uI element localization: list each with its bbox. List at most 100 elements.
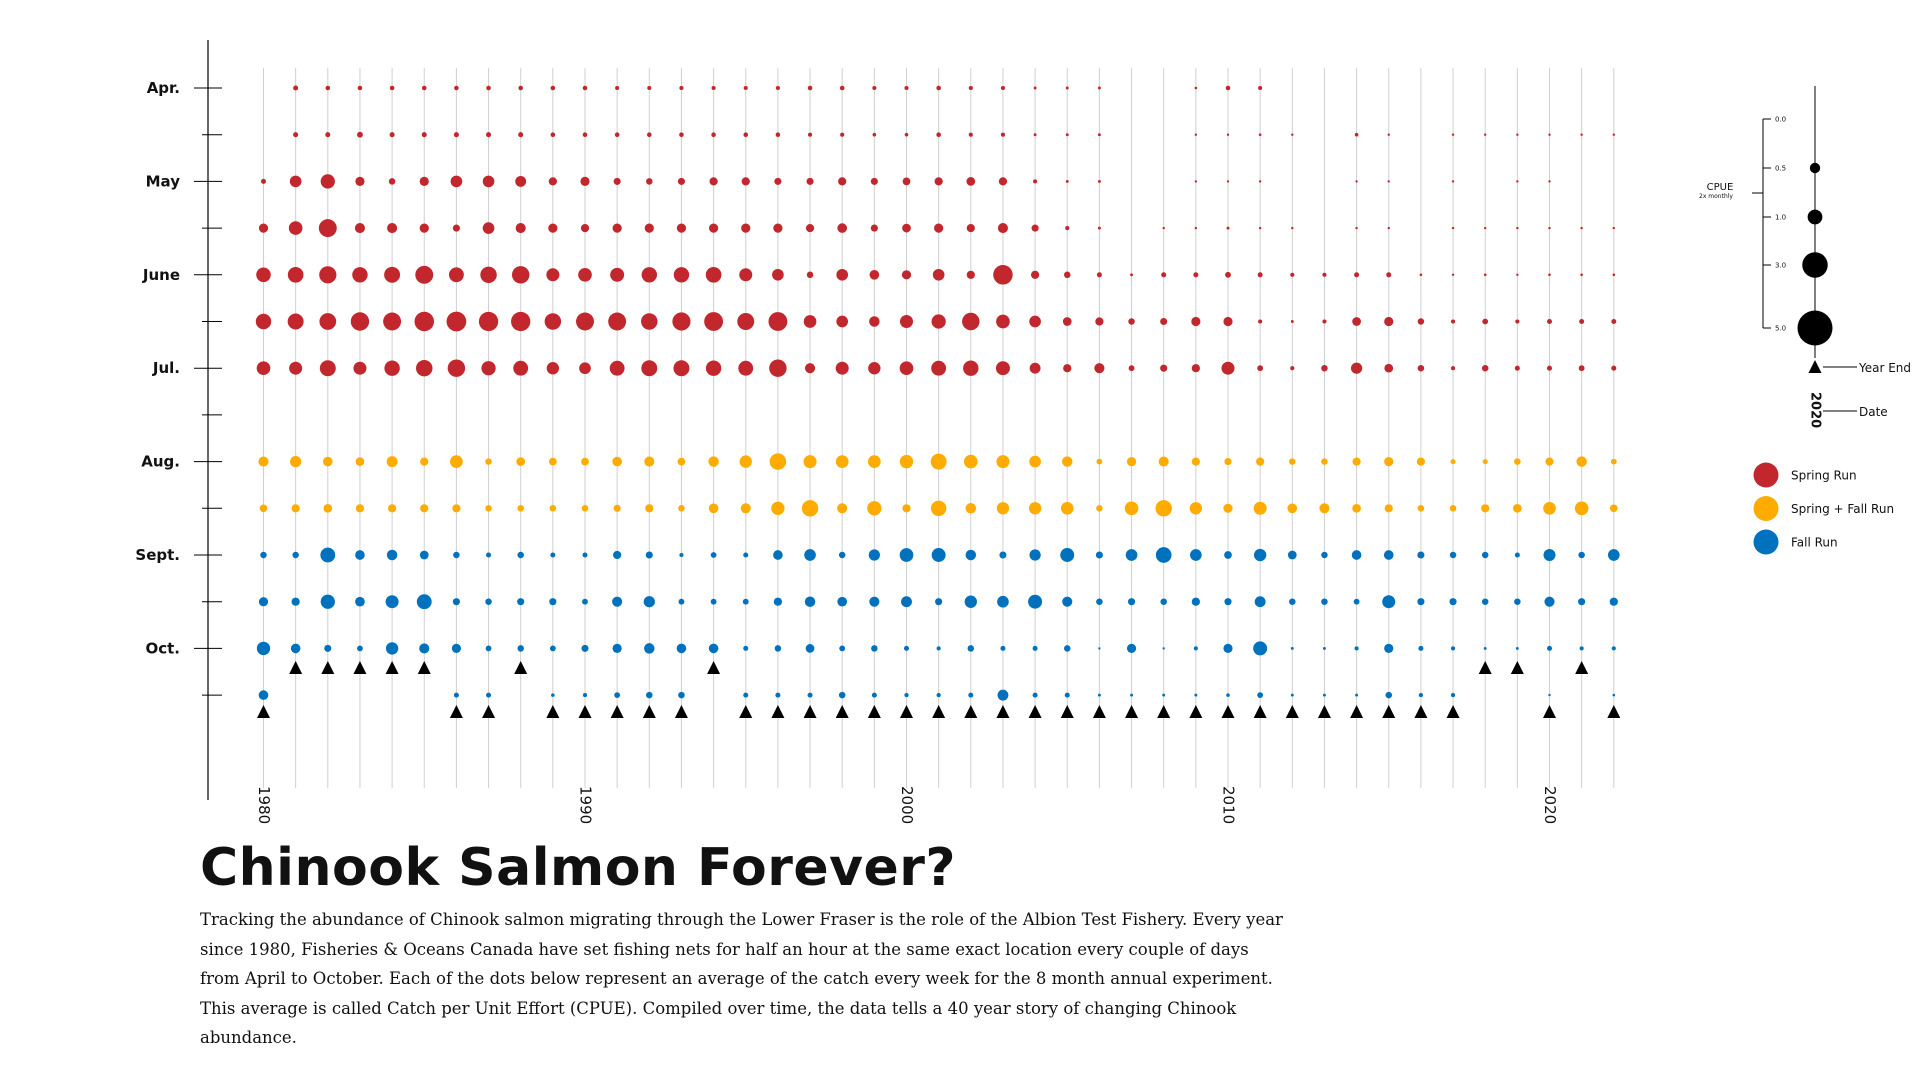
- cpue-dot: [1322, 319, 1327, 324]
- cpue-dot: [709, 177, 718, 186]
- year-end-marker: [1510, 661, 1524, 674]
- cpue-dot: [357, 85, 363, 91]
- cpue-dot: [613, 550, 622, 560]
- cpue-dot: [486, 132, 492, 138]
- cpue-dot: [447, 359, 466, 377]
- cpue-dot: [1223, 316, 1233, 327]
- year-end-marker: [1478, 661, 1492, 674]
- cpue-dot: [1291, 133, 1294, 136]
- month-label: Sept.: [135, 546, 180, 564]
- cpue-dot: [256, 641, 271, 656]
- year-end-marker: [803, 705, 817, 718]
- cpue-dot: [899, 454, 914, 469]
- cpue-dot: [963, 360, 979, 376]
- cpue-dot: [1065, 133, 1069, 137]
- cpue-dot: [646, 178, 653, 185]
- cpue-dot: [769, 359, 787, 377]
- cpue-dot: [1385, 691, 1392, 699]
- cpue-dot: [615, 85, 620, 91]
- cpue-dot: [1028, 594, 1043, 609]
- cpue-dot: [934, 177, 943, 186]
- cpue-dot: [966, 270, 975, 279]
- cpue-dot: [453, 692, 459, 698]
- cpue-dot: [387, 504, 397, 513]
- cpue-dot: [1029, 455, 1041, 468]
- cpue-dot: [963, 454, 978, 469]
- cpue-dot: [1194, 180, 1198, 183]
- cpue-dot: [998, 177, 1008, 186]
- cpue-dot: [1226, 226, 1230, 230]
- cpue-dot: [1450, 366, 1456, 371]
- cpue-dot: [644, 643, 655, 654]
- cpue-dot: [1224, 551, 1232, 559]
- cpue-dot: [1416, 457, 1426, 466]
- cpue-dot: [743, 645, 749, 651]
- cpue-dot: [743, 85, 748, 91]
- page-description: Tracking the abundance of Chinook salmon…: [200, 910, 1283, 1047]
- cpue-dot: [551, 693, 555, 697]
- cpue-dot: [710, 598, 717, 605]
- cpue-dot: [1254, 596, 1266, 608]
- year-end-marker: [674, 705, 688, 718]
- cpue-dot: [256, 361, 271, 376]
- cpue-dot: [1355, 180, 1358, 183]
- cpue-dot: [353, 361, 367, 375]
- cpue-dot: [420, 457, 429, 466]
- cpue-dot: [644, 456, 655, 467]
- year-end-marker: [321, 661, 335, 674]
- cpue-dot: [480, 266, 497, 284]
- cpue-dot: [837, 223, 848, 233]
- cpue-dot: [612, 223, 622, 233]
- cpue-dot: [1160, 364, 1168, 372]
- cpue-dot: [581, 644, 589, 652]
- cpue-dot: [454, 85, 459, 91]
- cpue-dot: [967, 645, 975, 652]
- year-end-marker: [417, 661, 431, 674]
- cpue-dot: [839, 645, 846, 652]
- year-end-marker: [835, 705, 849, 718]
- cpue-dot: [1481, 551, 1489, 559]
- cpue-dot: [416, 594, 432, 610]
- cpue-dot: [1130, 273, 1134, 277]
- cpue-dot: [1387, 133, 1390, 136]
- cpue-dot: [1384, 504, 1393, 513]
- cpue-dot: [1226, 693, 1230, 697]
- legend-sample-year: 2020: [1808, 392, 1823, 428]
- cpue-dot: [518, 132, 524, 138]
- cpue-dot: [453, 132, 459, 138]
- cpue-dot: [1253, 548, 1267, 562]
- cpue-dot: [871, 692, 877, 698]
- cpue-dot: [997, 689, 1009, 701]
- cpue-dot: [1033, 133, 1037, 137]
- cpue-dot: [741, 177, 750, 186]
- cpue-dot: [1290, 366, 1295, 371]
- cpue-dot: [996, 502, 1010, 515]
- cpue-dot: [1095, 551, 1103, 559]
- cpue-dot: [1290, 272, 1295, 277]
- cpue-dot: [836, 315, 849, 328]
- cpue-dot: [935, 598, 943, 606]
- year-end-markers: [257, 661, 1621, 718]
- year-end-marker: [289, 661, 303, 674]
- year-end-marker: [642, 705, 656, 718]
- cpue-dot: [1060, 501, 1074, 515]
- cpue-dot: [612, 643, 622, 654]
- year-end-marker: [1028, 705, 1042, 718]
- cpue-dot: [550, 552, 556, 558]
- cpue-dot: [837, 503, 848, 514]
- year-end-marker: [707, 661, 721, 674]
- cpue-dot: [775, 132, 781, 137]
- cpue-dot: [1029, 315, 1041, 328]
- cpue-dot: [1382, 595, 1396, 609]
- cpue-dot: [772, 268, 784, 281]
- cpue-dot: [1158, 456, 1169, 467]
- cpue-dot: [1580, 273, 1583, 277]
- cpue-dot: [1064, 645, 1071, 652]
- cpue-dot: [1481, 598, 1489, 605]
- year-end-marker: [900, 705, 913, 718]
- year-end-marker: [385, 661, 399, 674]
- cpue-dot: [1418, 693, 1423, 698]
- cpue-dot: [291, 504, 300, 513]
- cpue-dot: [901, 270, 912, 280]
- cpue-dot: [1516, 273, 1519, 276]
